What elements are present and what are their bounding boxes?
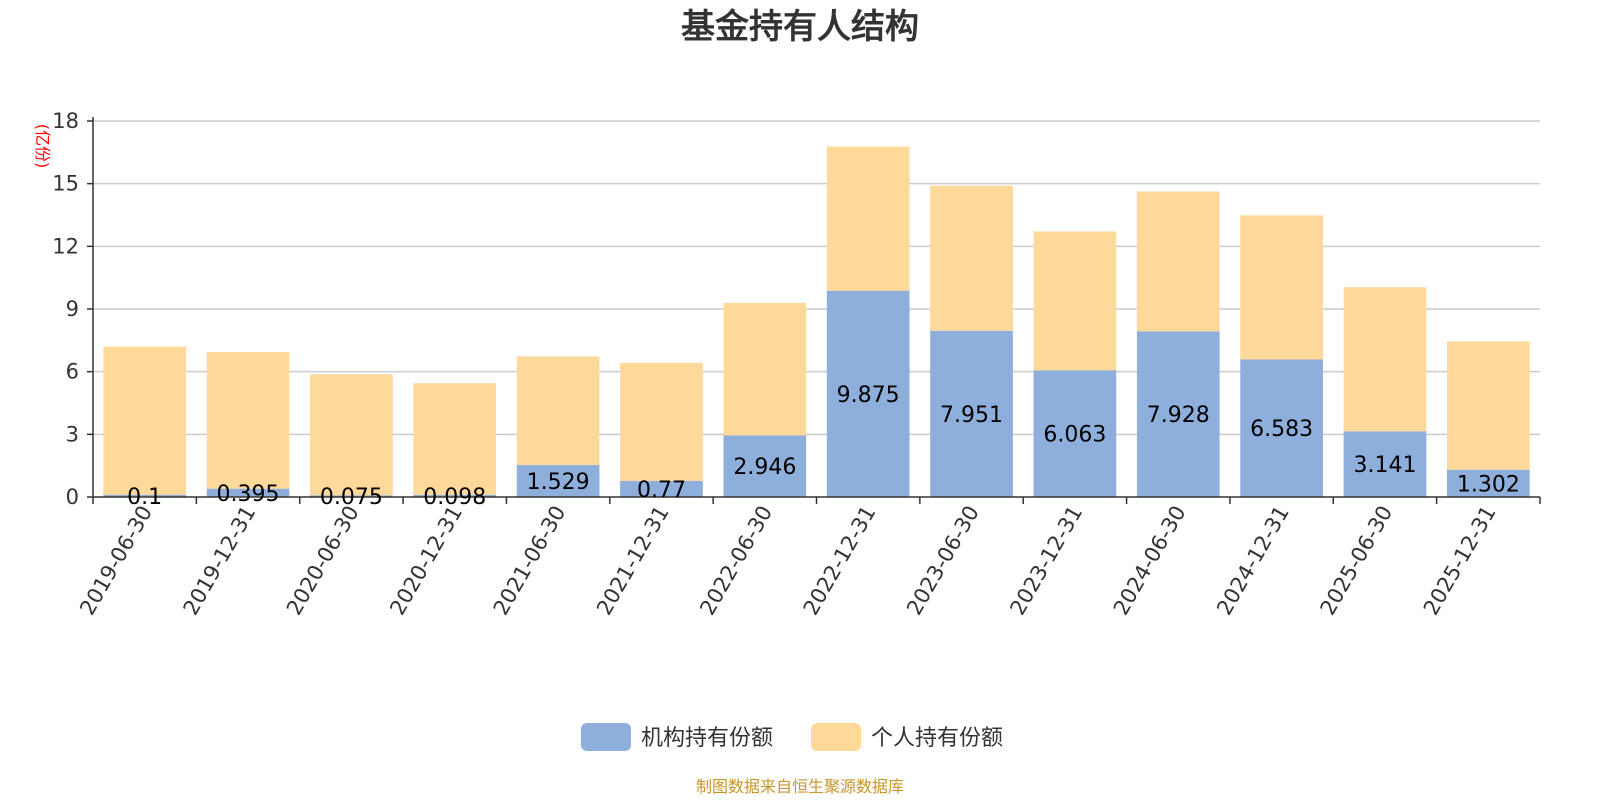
x-tick-label: 2019-06-30 (75, 502, 157, 620)
bar-institution[interactable] (516, 465, 600, 497)
y-tick-label: 18 (52, 109, 79, 133)
chart-title: 基金持有人结构 (681, 7, 919, 47)
bar-institution[interactable] (1240, 359, 1323, 497)
data-label-institution: 0.098 (423, 485, 486, 510)
y-tick-label: 12 (52, 234, 79, 258)
y-axis-unit-label: (亿份) (33, 124, 52, 169)
x-tick-label: 2021-06-30 (489, 502, 571, 620)
bar-individual[interactable] (1033, 231, 1117, 371)
bar-individual[interactable] (516, 356, 600, 466)
data-label-institution: 0.1 (127, 485, 162, 510)
data-label-institution: 0.395 (217, 482, 280, 507)
x-tick-label: 2021-12-31 (592, 502, 674, 620)
bar-institution[interactable] (1033, 370, 1117, 497)
y-tick-label: 0 (66, 485, 79, 509)
bar-individual[interactable] (1240, 215, 1323, 360)
x-tick-label: 2025-06-30 (1315, 502, 1397, 620)
data-label-institution: 6.583 (1250, 417, 1313, 442)
bar-institution[interactable] (310, 495, 393, 497)
bar-institution[interactable] (826, 290, 910, 497)
x-tick-label: 2022-06-30 (695, 502, 777, 620)
bar-institution[interactable] (930, 330, 1013, 497)
data-label-institution: 6.063 (1043, 423, 1106, 448)
data-label-institution: 0.77 (637, 478, 686, 503)
legend-swatch-institution[interactable] (581, 723, 631, 751)
data-label-institution: 1.529 (527, 470, 590, 495)
data-label-institution: 9.875 (837, 383, 900, 408)
data-label-institution: 7.928 (1147, 403, 1210, 428)
bar-individual[interactable] (1136, 191, 1220, 332)
legend-label-individual[interactable]: 个人持有份额 (871, 726, 1003, 751)
y-tick-label: 15 (52, 172, 79, 196)
data-label-institution: 7.951 (940, 403, 1003, 428)
x-tick-label: 2024-06-30 (1109, 502, 1191, 620)
bar-individual[interactable] (723, 302, 807, 436)
bar-institution[interactable] (1136, 331, 1220, 497)
x-tick-label: 2019-12-31 (179, 502, 261, 620)
data-labels: 0.1 0.395 0.075 0.098 1.529 0.77 2.946 9.875 7.9… (127, 383, 1520, 510)
bar-institution[interactable] (206, 488, 290, 497)
y-tick-label: 6 (66, 360, 79, 384)
bar-institution[interactable] (103, 494, 187, 497)
x-tick-label: 2024-12-31 (1212, 502, 1294, 620)
bar-individual[interactable] (206, 351, 290, 489)
source-note: 制图数据来自恒生聚源数据库 (696, 777, 904, 796)
y-tick-label: 3 (66, 422, 79, 446)
x-tick-label: 2020-06-30 (282, 502, 364, 620)
bar-institution[interactable] (1446, 469, 1530, 497)
data-label-institution: 0.075 (320, 485, 383, 510)
x-tick-label: 2020-12-31 (385, 502, 467, 620)
legend-swatch-individual[interactable] (811, 723, 861, 751)
x-tick-label: 2025-12-31 (1419, 502, 1501, 620)
data-label-institution: 2.946 (733, 455, 796, 480)
bar-institution[interactable] (620, 480, 703, 497)
bar-individual[interactable] (310, 374, 393, 496)
legend[interactable]: 机构持有份额 个人持有份额 (581, 723, 1003, 751)
legend-label-institution[interactable]: 机构持有份额 (641, 726, 773, 751)
data-label-institution: 1.302 (1457, 472, 1520, 497)
bar-institution[interactable] (723, 435, 807, 497)
y-tick-label: 9 (66, 297, 79, 321)
x-tick-label: 2023-12-31 (1005, 502, 1087, 620)
bar-individual[interactable] (620, 362, 703, 481)
bar-individual[interactable] (930, 185, 1013, 331)
bar-individual[interactable] (1446, 341, 1530, 470)
bar-institution[interactable] (413, 494, 497, 497)
data-label-institution: 3.141 (1353, 453, 1416, 478)
x-tick-label: 2022-12-31 (799, 502, 881, 620)
x-tick-label: 2023-06-30 (902, 502, 984, 620)
bar-institution[interactable] (1343, 431, 1427, 497)
bars (103, 146, 1530, 497)
bar-individual[interactable] (826, 146, 910, 291)
bar-individual[interactable] (103, 346, 187, 495)
bar-individual[interactable] (413, 383, 497, 495)
bar-individual[interactable] (1343, 287, 1427, 432)
